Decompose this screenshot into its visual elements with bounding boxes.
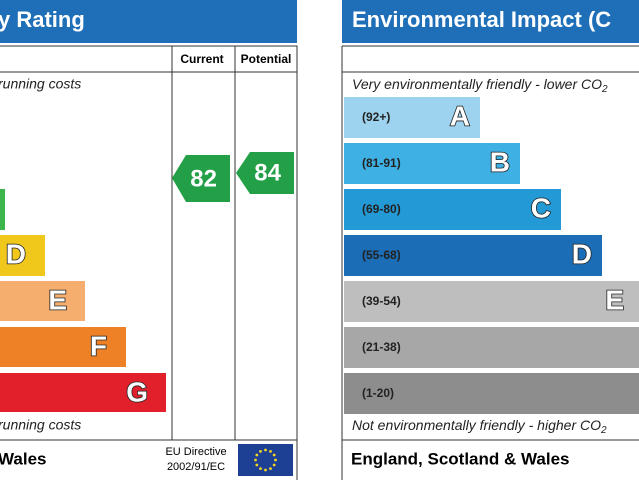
band-range: (81-91)	[362, 156, 401, 170]
band-bar	[0, 327, 126, 367]
flag-star	[269, 449, 272, 453]
band-bar	[344, 97, 480, 138]
band-letter: D	[572, 238, 592, 269]
flag-star	[272, 463, 276, 467]
band-bar	[344, 327, 639, 368]
flag-star	[264, 448, 267, 452]
band-letter: F	[90, 330, 107, 361]
note-text: Very environmentally friendly - lower CO	[352, 76, 602, 92]
band-bar	[344, 281, 639, 322]
flag-star	[274, 458, 277, 462]
potential-arrow	[236, 152, 294, 194]
bottom-note: running costs	[0, 417, 81, 433]
band-range: (21-38)	[362, 340, 401, 354]
bands: (92+) A (81-91) B (69-80) C (55-68) D (39-54) E (2…	[344, 97, 639, 414]
band-bar	[0, 235, 45, 276]
band-range: (55-68)	[362, 248, 401, 262]
header-bar	[342, 0, 639, 43]
flag-star	[272, 453, 276, 457]
current-arrow	[172, 155, 230, 202]
current-rating: 82	[190, 165, 217, 192]
flag-star	[259, 467, 262, 471]
band-range: (69-80)	[362, 202, 401, 216]
panel-title: y Rating	[0, 7, 85, 32]
band-bar	[344, 189, 561, 230]
band-letter: G	[126, 376, 148, 407]
flag-star	[269, 467, 272, 471]
note-text: Not environmentally friendly - higher CO	[352, 417, 601, 433]
note-sub: 2	[601, 84, 608, 95]
band-letter: A	[450, 100, 470, 131]
flag-star	[255, 463, 259, 467]
band-letter: B	[490, 146, 510, 177]
eu-flag	[238, 444, 293, 476]
frame	[341, 45, 639, 480]
band-range: (92+)	[362, 110, 390, 124]
flag-star	[255, 453, 259, 457]
footer-region: Wales	[0, 449, 47, 468]
band-bar	[0, 373, 166, 412]
bottom-note: Not environmentally friendly - higher CO…	[352, 417, 607, 436]
band-bar	[344, 235, 602, 276]
band-bar	[344, 373, 639, 414]
header-bar	[0, 0, 297, 43]
band-letter: E	[48, 284, 67, 315]
band-letter: D	[6, 238, 26, 269]
band-letter: E	[605, 284, 624, 315]
top-note: running costs	[0, 76, 81, 92]
band-bar	[344, 143, 520, 184]
frame	[0, 45, 298, 480]
band-range: (39-54)	[362, 294, 401, 308]
footer-region: England, Scotland & Wales	[351, 449, 570, 468]
directive: EU Directive	[165, 446, 226, 458]
potential-rating: 84	[254, 159, 281, 186]
top-note: Very environmentally friendly - lower CO…	[352, 76, 608, 95]
panel-title: Environmental Impact (C	[352, 7, 611, 32]
flag-star	[264, 468, 267, 472]
column-header: Potential	[241, 52, 292, 66]
band-bar	[0, 189, 5, 230]
flag-star	[254, 458, 257, 462]
column-header: Current	[180, 52, 223, 66]
band-bar	[0, 281, 85, 321]
directive: 2002/91/EC	[167, 461, 225, 473]
band-range: (1-20)	[362, 386, 394, 400]
band-letter: C	[531, 192, 551, 223]
note-sub: 2	[600, 425, 607, 436]
flag-star	[259, 449, 262, 453]
